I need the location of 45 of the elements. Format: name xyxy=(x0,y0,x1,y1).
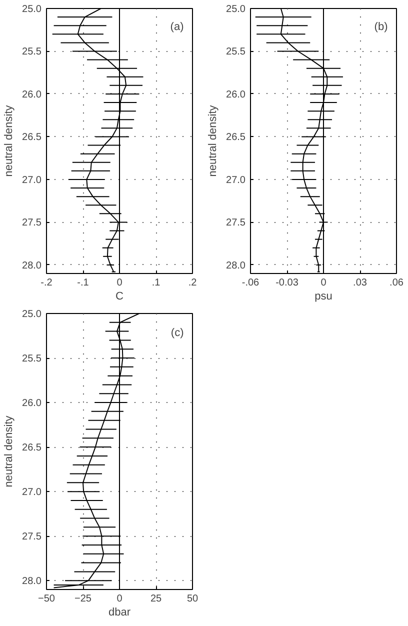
y-tick-label: 26.5 xyxy=(22,132,42,144)
x-axis-title: dbar xyxy=(108,606,131,618)
x-tick-label: 0 xyxy=(116,278,123,288)
x-tick-label: 50 xyxy=(186,594,198,604)
x-tick-label: .06 xyxy=(390,278,404,288)
x-tick-label: −50 xyxy=(38,594,56,604)
x-tick-label: 0 xyxy=(320,278,327,288)
y-tick-label: 27.0 xyxy=(22,487,42,498)
y-tick-label: 28.0 xyxy=(226,260,246,272)
x-tick-label: .03 xyxy=(353,278,368,288)
y-tick-label: 25.5 xyxy=(226,46,246,58)
y-tick-label: 25.0 xyxy=(22,309,42,320)
y-tick-label: 25.0 xyxy=(226,4,246,15)
x-tick-label: 25 xyxy=(150,594,162,604)
x-tick-label: -0.03 xyxy=(276,278,299,288)
y-tick-label: 28.0 xyxy=(22,260,42,272)
y-tick-label: 27.5 xyxy=(226,218,246,229)
x-tick-label: -.2 xyxy=(40,278,53,288)
x-tick-label: −25 xyxy=(74,594,92,604)
x-axis-title: psu xyxy=(314,290,332,302)
x-tick-label: .1 xyxy=(152,278,161,288)
y-tick-label: 27.0 xyxy=(22,174,42,186)
y-axis-title: neutral density xyxy=(207,104,220,177)
y-tick-label: 26.0 xyxy=(22,89,42,100)
annotation: (a) xyxy=(170,21,184,34)
y-tick-label: 27.5 xyxy=(22,532,42,543)
annotation: (c) xyxy=(170,326,184,339)
y-axis-title: neutral density xyxy=(3,415,16,488)
y-tick-label: 26.0 xyxy=(22,398,42,410)
x-tick-label: -.06 xyxy=(242,278,260,288)
y-tick-label: 25.5 xyxy=(22,46,42,58)
y-tick-label: 26.5 xyxy=(226,132,246,144)
y-tick-label: 26.0 xyxy=(226,89,246,100)
y-tick-label: 27.5 xyxy=(22,218,42,229)
annotation: (b) xyxy=(374,21,388,34)
y-tick-label: 25.5 xyxy=(22,354,42,365)
y-tick-label: 26.5 xyxy=(22,442,42,454)
x-tick-label: .2 xyxy=(188,278,198,288)
y-tick-label: 28.0 xyxy=(22,576,42,588)
y-axis-title: neutral density xyxy=(3,104,16,177)
y-tick-label: 25.0 xyxy=(22,4,42,15)
x-tick-label: 0 xyxy=(116,594,123,604)
y-tick-label: 27.0 xyxy=(226,174,246,186)
x-axis-title: C xyxy=(116,290,124,302)
x-tick-label: -.1 xyxy=(77,278,90,288)
